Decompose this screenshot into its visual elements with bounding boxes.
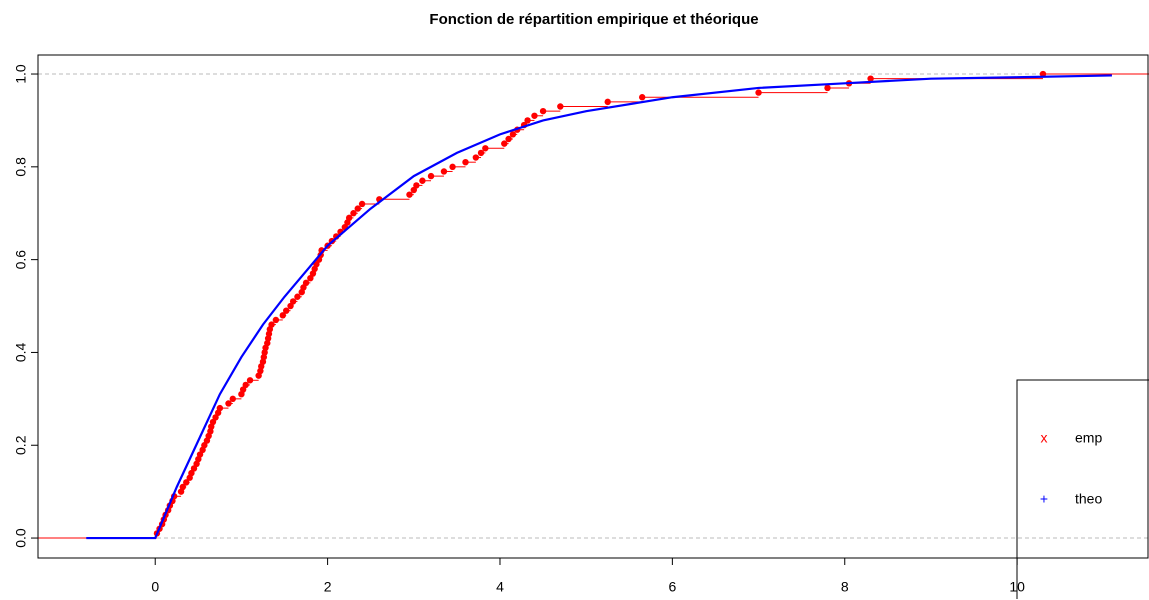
point bbox=[604, 98, 611, 106]
x-tick-label: 0 bbox=[151, 579, 159, 595]
point bbox=[246, 377, 254, 384]
point bbox=[755, 89, 762, 96]
point bbox=[354, 205, 361, 212]
point bbox=[406, 191, 413, 198]
point bbox=[1039, 70, 1047, 78]
legend-label: emp bbox=[1075, 430, 1102, 446]
point bbox=[440, 168, 448, 175]
point bbox=[302, 279, 310, 287]
point bbox=[482, 145, 489, 152]
point bbox=[539, 107, 547, 115]
y-tick-label: 0.6 bbox=[13, 250, 29, 270]
point bbox=[272, 316, 280, 324]
legend-label: theo bbox=[1075, 491, 1102, 507]
y-tick-label: 0.0 bbox=[13, 528, 29, 548]
point bbox=[824, 84, 831, 92]
chart-title: Fonction de répartition empirique et thé… bbox=[429, 11, 758, 28]
point bbox=[462, 158, 469, 166]
point bbox=[505, 135, 512, 143]
point bbox=[283, 307, 290, 314]
point bbox=[419, 177, 426, 184]
y-tick-label: 0.8 bbox=[13, 157, 29, 177]
point bbox=[345, 214, 353, 222]
point bbox=[179, 483, 187, 491]
y-tick-label: 1.0 bbox=[13, 64, 29, 84]
point bbox=[229, 395, 236, 403]
y-tick-label: 0.4 bbox=[13, 342, 29, 362]
point bbox=[242, 381, 249, 389]
x-tick-label: 2 bbox=[324, 579, 332, 595]
x-tick-label: 6 bbox=[668, 579, 676, 595]
plot-frame bbox=[37, 54, 1149, 559]
point bbox=[449, 163, 456, 171]
point bbox=[638, 94, 646, 101]
point bbox=[501, 140, 508, 147]
x-tick-label: 4 bbox=[496, 579, 504, 595]
point bbox=[524, 117, 531, 124]
point bbox=[509, 131, 517, 138]
point bbox=[268, 321, 275, 328]
curve bbox=[86, 74, 1112, 540]
x-tick-label: 8 bbox=[841, 579, 849, 595]
point bbox=[531, 112, 538, 119]
point bbox=[289, 298, 297, 305]
point bbox=[216, 404, 224, 412]
point bbox=[472, 154, 480, 161]
point bbox=[413, 182, 420, 189]
point bbox=[867, 75, 874, 82]
point bbox=[350, 210, 357, 217]
point bbox=[294, 293, 301, 300]
legend-marker: x bbox=[1041, 430, 1048, 446]
point bbox=[183, 479, 190, 486]
point bbox=[358, 200, 366, 208]
point bbox=[427, 172, 435, 180]
point bbox=[279, 312, 286, 319]
point bbox=[477, 149, 485, 157]
point bbox=[225, 400, 232, 407]
y-tick-label: 0.2 bbox=[13, 435, 29, 455]
point bbox=[557, 103, 564, 110]
legend-marker: + bbox=[1040, 491, 1048, 507]
legend-box bbox=[1016, 379, 1149, 599]
